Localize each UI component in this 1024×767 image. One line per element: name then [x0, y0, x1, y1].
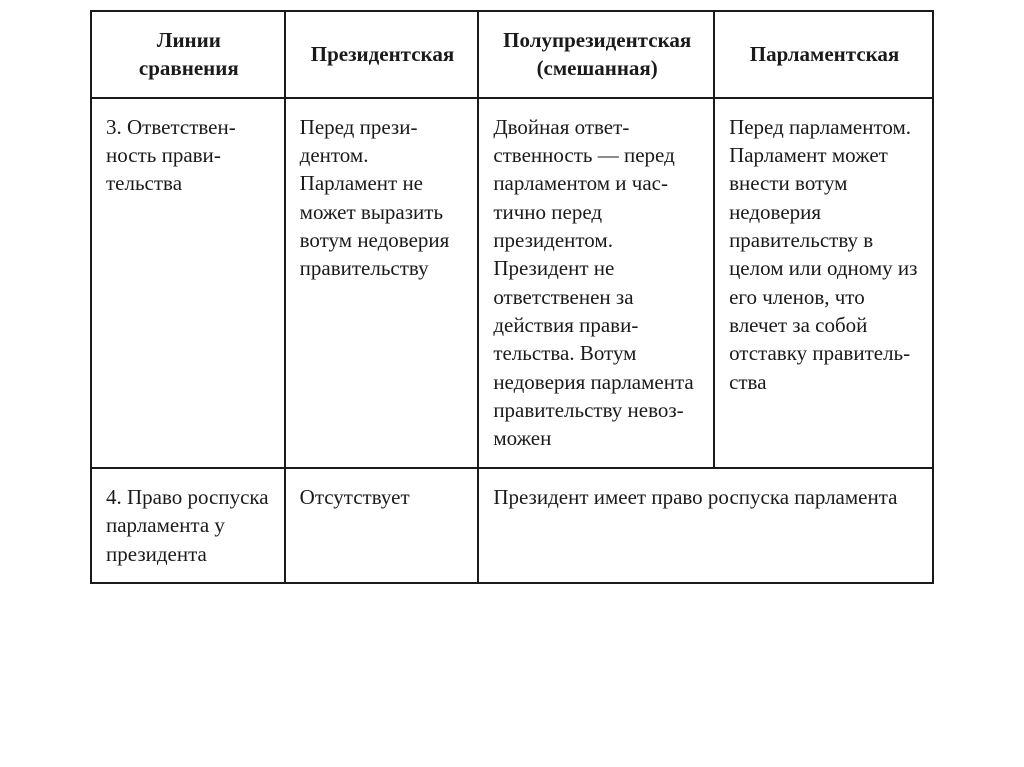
table-body: 3. Ответствен­ность прави­тельстваПеред … — [91, 98, 933, 583]
table-cell: 4. Право рос­пуска парла­мента у прези­д… — [91, 468, 285, 583]
col-header-2: Полупрези­дентская (смешанная) — [478, 11, 714, 98]
table-cell: Отсутствует — [285, 468, 479, 583]
col-header-1: Президентская — [285, 11, 479, 98]
page-container: Линии сравнения Президентская Полупрези­… — [0, 0, 1024, 584]
table-header-row: Линии сравнения Президентская Полупрези­… — [91, 11, 933, 98]
table-cell: Перед парла­ментом. Пар­ламент может вне… — [714, 98, 933, 468]
table-cell: Президент имеет право роспу­ска парламен… — [478, 468, 933, 583]
table-cell: Перед прези­дентом. Парламент не может в… — [285, 98, 479, 468]
table-row: 4. Право рос­пуска парла­мента у прези­д… — [91, 468, 933, 583]
comparison-table: Линии сравнения Президентская Полупрези­… — [90, 10, 934, 584]
table-cell: 3. Ответствен­ность прави­тельства — [91, 98, 285, 468]
table-cell: Двойная ответ­ственность — перед парла­м… — [478, 98, 714, 468]
table-row: 3. Ответствен­ность прави­тельстваПеред … — [91, 98, 933, 468]
col-header-0: Линии сравнения — [91, 11, 285, 98]
col-header-3: Парламентская — [714, 11, 933, 98]
